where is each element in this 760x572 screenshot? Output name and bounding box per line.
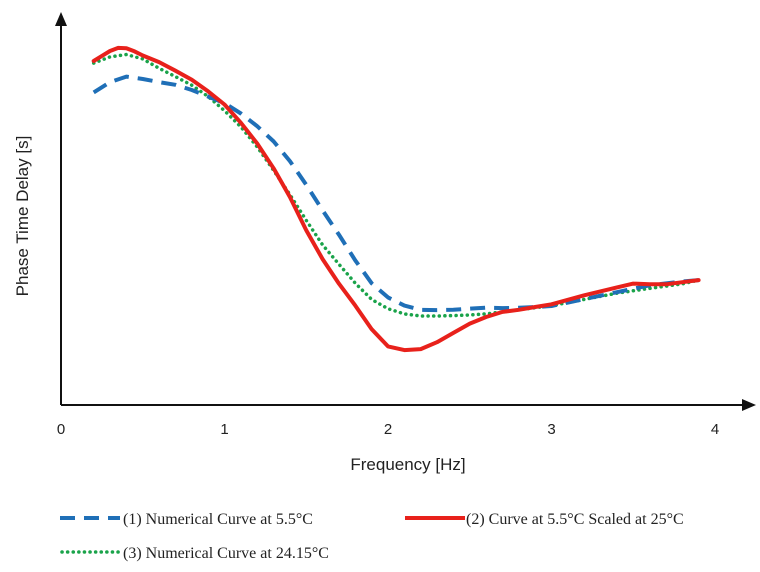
axes <box>55 12 756 411</box>
plot-area <box>91 45 701 353</box>
y-axis-arrow-icon <box>55 12 67 26</box>
legend: (1) Numerical Curve at 5.5°C (2) Curve a… <box>60 511 684 562</box>
x-tick-label: 1 <box>220 421 228 438</box>
x-tick-label: 3 <box>547 421 555 438</box>
series-line-2 <box>91 45 701 353</box>
legend-item: (1) Numerical Curve at 5.5°C <box>60 511 313 528</box>
series-line-1 <box>92 74 699 313</box>
x-axis-title: Frequency [Hz] <box>350 455 465 474</box>
legend-label: (2) Curve at 5.5°C Scaled at 25°C <box>466 511 684 528</box>
x-tick-label: 0 <box>57 421 65 438</box>
legend-label: (3) Numerical Curve at 24.15°C <box>123 545 329 562</box>
legend-item: (2) Curve at 5.5°C Scaled at 25°C <box>405 511 684 528</box>
legend-label: (1) Numerical Curve at 5.5°C <box>123 511 313 528</box>
x-tick-labels: 0 1 2 3 4 <box>57 421 719 438</box>
x-axis-arrow-icon <box>742 399 756 411</box>
series-line-3 <box>91 52 701 318</box>
y-axis-title: Phase Time Delay [s] <box>13 136 32 297</box>
legend-item: (3) Numerical Curve at 24.15°C <box>60 545 329 562</box>
x-tick-label: 4 <box>711 421 719 438</box>
x-tick-label: 2 <box>384 421 392 438</box>
